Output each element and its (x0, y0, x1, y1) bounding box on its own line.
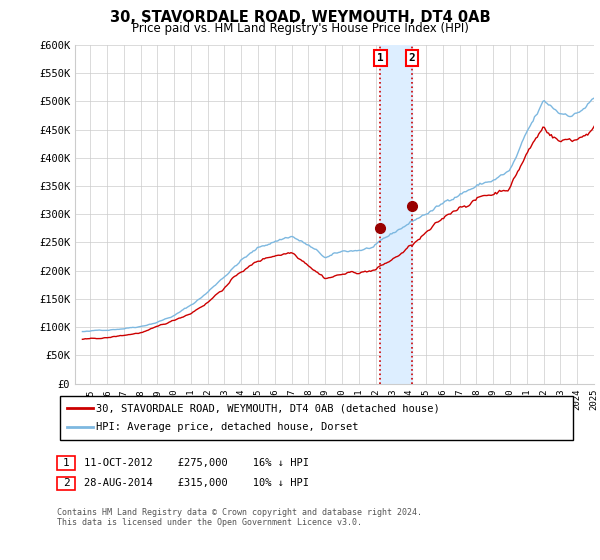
Text: 1: 1 (377, 53, 384, 63)
Text: Contains HM Land Registry data © Crown copyright and database right 2024.
This d: Contains HM Land Registry data © Crown c… (57, 508, 422, 528)
Text: 11-OCT-2012    £275,000    16% ↓ HPI: 11-OCT-2012 £275,000 16% ↓ HPI (84, 458, 309, 468)
Text: 30, STAVORDALE ROAD, WEYMOUTH, DT4 0AB (detached house): 30, STAVORDALE ROAD, WEYMOUTH, DT4 0AB (… (96, 403, 440, 413)
Text: 2: 2 (409, 53, 415, 63)
Bar (380, 45, 412, 384)
Text: Price paid vs. HM Land Registry's House Price Index (HPI): Price paid vs. HM Land Registry's House … (131, 22, 469, 35)
Text: 2: 2 (62, 478, 70, 488)
Text: 1: 1 (62, 458, 70, 468)
Text: 30, STAVORDALE ROAD, WEYMOUTH, DT4 0AB: 30, STAVORDALE ROAD, WEYMOUTH, DT4 0AB (110, 10, 490, 25)
Text: 28-AUG-2014    £315,000    10% ↓ HPI: 28-AUG-2014 £315,000 10% ↓ HPI (84, 478, 309, 488)
Text: HPI: Average price, detached house, Dorset: HPI: Average price, detached house, Dors… (96, 422, 359, 432)
